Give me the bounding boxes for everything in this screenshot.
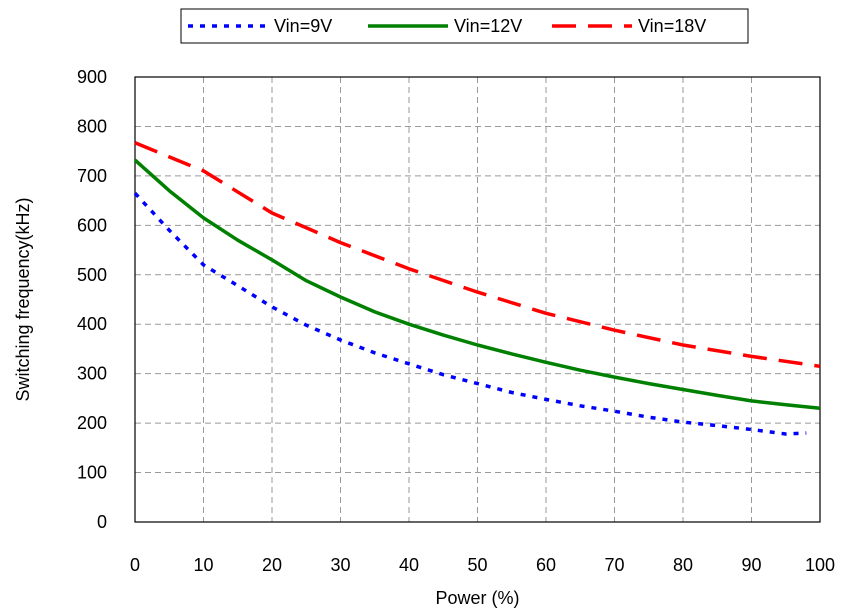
x-tick-label: 20 bbox=[262, 555, 282, 575]
x-tick-label: 70 bbox=[604, 555, 624, 575]
legend-box bbox=[180, 8, 749, 44]
y-tick-label: 200 bbox=[77, 413, 107, 433]
x-tick-label: 100 bbox=[805, 555, 835, 575]
y-tick-label: 700 bbox=[77, 166, 107, 186]
y-axis-ticks: 0 100 200 300 400 500 600 700 800 900 bbox=[77, 67, 107, 532]
y-tick-label: 600 bbox=[77, 215, 107, 235]
x-tick-label: 30 bbox=[330, 555, 350, 575]
y-tick-label: 0 bbox=[97, 512, 107, 532]
series-line-vin-9v bbox=[133, 192, 807, 436]
series-line-vin-18v bbox=[134, 141, 821, 369]
y-tick-label: 100 bbox=[77, 463, 107, 483]
x-tick-label: 10 bbox=[193, 555, 213, 575]
series-line-vin-12v bbox=[133, 158, 821, 411]
y-axis-label: Switching frequency(kHz) bbox=[13, 197, 33, 401]
x-axis-label: Power (%) bbox=[435, 588, 519, 608]
y-tick-label: 800 bbox=[77, 116, 107, 136]
x-tick-label: 60 bbox=[536, 555, 556, 575]
y-tick-label: 500 bbox=[77, 265, 107, 285]
y-tick-label: 400 bbox=[77, 314, 107, 334]
legend-label-vin-18v: Vin=18V bbox=[638, 16, 706, 36]
y-tick-label: 900 bbox=[77, 67, 107, 87]
x-tick-label: 40 bbox=[399, 555, 419, 575]
x-axis-ticks: 0 10 20 30 40 50 60 70 80 90 100 bbox=[130, 555, 835, 575]
plot-area bbox=[134, 76, 821, 523]
x-tick-label: 0 bbox=[130, 555, 140, 575]
x-tick-label: 90 bbox=[741, 555, 761, 575]
series-layer bbox=[133, 141, 821, 436]
y-tick-label: 300 bbox=[77, 364, 107, 384]
legend-label-vin-12v: Vin=12V bbox=[454, 16, 522, 36]
grid bbox=[135, 77, 820, 522]
x-tick-label: 50 bbox=[467, 555, 487, 575]
x-tick-label: 80 bbox=[673, 555, 693, 575]
legend: Vin=9V Vin=12V Vin=18V bbox=[180, 8, 749, 44]
legend-label-vin-9v: Vin=9V bbox=[274, 16, 332, 36]
